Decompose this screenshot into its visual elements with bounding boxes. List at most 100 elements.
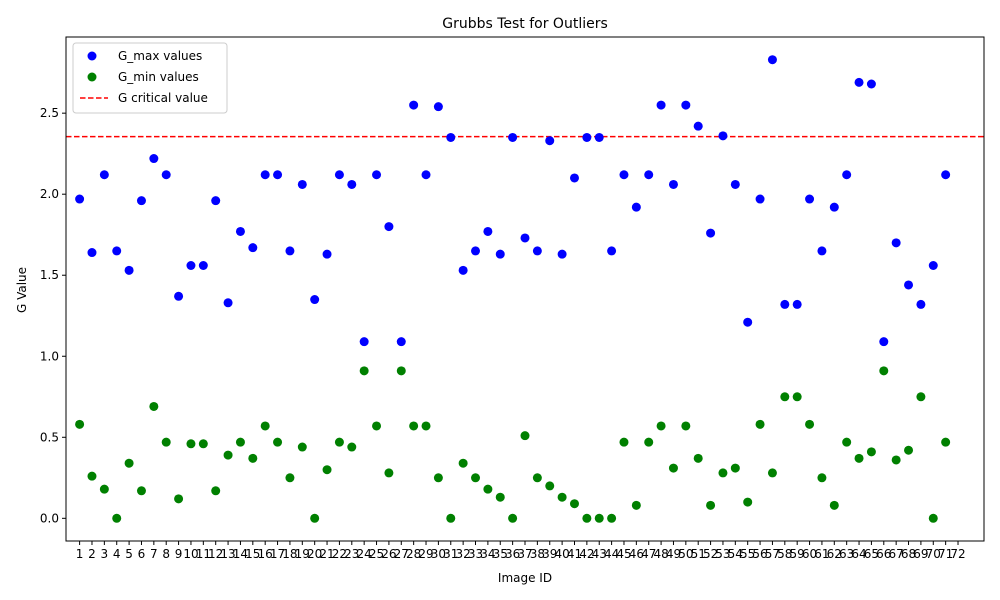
gmin-point — [495, 492, 505, 502]
gmin-point — [483, 484, 493, 494]
gmin-point — [471, 473, 481, 483]
gmax-point — [644, 170, 654, 180]
gmax-point — [372, 170, 382, 180]
gmax-point — [594, 132, 604, 142]
gmax-point — [780, 299, 790, 309]
gmax-point — [273, 170, 283, 180]
gmax-point — [508, 132, 518, 142]
gmin-point — [372, 421, 382, 431]
gmax-point — [767, 55, 777, 65]
gmax-point — [248, 243, 258, 253]
x-tick-label: 37 — [517, 547, 532, 561]
x-tick-label: 51 — [691, 547, 706, 561]
x-tick-label: 39 — [542, 547, 557, 561]
x-tick-label: 19 — [295, 547, 310, 561]
x-tick-label: 43 — [592, 547, 607, 561]
x-tick-label: 49 — [666, 547, 681, 561]
gmax-point — [532, 246, 542, 256]
x-tick-label: 47 — [641, 547, 656, 561]
x-tick-label: 18 — [282, 547, 297, 561]
gmin-point — [124, 458, 134, 468]
x-tick-label: 30 — [431, 547, 446, 561]
gmin-point — [594, 513, 604, 523]
gmax-point — [421, 170, 431, 180]
gmin-point — [248, 453, 258, 463]
gmax-point — [743, 317, 753, 327]
gmax-point — [112, 246, 122, 256]
gmax-point — [161, 170, 171, 180]
gmax-point — [545, 136, 555, 146]
gmax-point — [569, 173, 579, 183]
gmax-point — [75, 194, 85, 204]
x-tick-label: 20 — [307, 547, 322, 561]
gmax-point — [904, 280, 914, 290]
chart-title: Grubbs Test for Outliers — [442, 16, 608, 32]
gmin-point — [668, 463, 678, 473]
x-tick-label: 50 — [678, 547, 693, 561]
x-tick-label: 14 — [233, 547, 248, 561]
y-tick-label: 2.0 — [40, 187, 59, 201]
gmax-point — [854, 77, 864, 87]
gmin-point — [285, 473, 295, 483]
gmin-point — [866, 447, 876, 457]
gmin-point — [829, 500, 839, 510]
x-tick-label: 72 — [950, 547, 965, 561]
legend-label-gmin: G_min values — [118, 70, 199, 84]
gmin-point — [928, 513, 938, 523]
gmax-point — [866, 79, 876, 89]
gmax-point — [495, 249, 505, 259]
x-tick-label: 71 — [938, 547, 953, 561]
plot-area: 1 2 3 4 5 6 7 8 9 1011121314151617181920212223242… — [40, 55, 984, 561]
gmax-point — [706, 228, 716, 238]
x-tick-label: 23 — [344, 547, 359, 561]
gmax-point — [359, 337, 369, 347]
gmax-point — [124, 265, 134, 275]
x-tick-label: 69 — [913, 547, 928, 561]
gmax-point — [471, 246, 481, 256]
y-tick-label: 0.5 — [40, 430, 59, 444]
gmax-point — [656, 100, 666, 110]
gmin-point — [891, 455, 901, 465]
gmax-point — [916, 299, 926, 309]
x-tick-label: 29 — [418, 547, 433, 561]
gmin-point — [755, 419, 765, 429]
gmax-point — [136, 196, 146, 206]
gmax-point — [483, 226, 493, 236]
legend-label-gmax: G_max values — [118, 49, 202, 63]
gmin-point — [545, 481, 555, 491]
x-tick-label: 4 — [113, 547, 121, 561]
x-tick-label: 68 — [901, 547, 916, 561]
gmax-point — [557, 249, 567, 259]
x-axis-label: Image ID — [498, 571, 552, 585]
gmax-point — [829, 202, 839, 212]
x-tick-label: 13 — [220, 547, 235, 561]
gmax-point — [409, 100, 419, 110]
gmin-point — [817, 473, 827, 483]
gmin-point — [198, 439, 208, 449]
x-tick-label: 10 — [183, 547, 198, 561]
gmin-point — [174, 494, 184, 504]
x-tick-label: 16 — [258, 547, 273, 561]
gmax-point — [607, 246, 617, 256]
gmax-point — [817, 246, 827, 256]
x-tick-label: 31 — [443, 547, 458, 561]
x-tick-label: 56 — [752, 547, 767, 561]
gmax-point — [334, 170, 344, 180]
x-tick-label: 33 — [468, 547, 483, 561]
gmin-point — [631, 500, 641, 510]
gmin-point — [421, 421, 431, 431]
gmin-point — [223, 450, 233, 460]
gmin-point — [161, 437, 171, 447]
gmax-point — [149, 154, 159, 164]
gmin-point — [136, 486, 146, 496]
x-tick-label: 25 — [369, 547, 384, 561]
gmax-point — [928, 261, 938, 271]
gmin-point — [334, 437, 344, 447]
gmin-point — [607, 513, 617, 523]
gmin-point — [446, 513, 456, 523]
x-tick-label: 32 — [455, 547, 470, 561]
x-tick-label: 11 — [196, 547, 211, 561]
x-tick-label: 21 — [319, 547, 334, 561]
gmin-point — [112, 513, 122, 523]
